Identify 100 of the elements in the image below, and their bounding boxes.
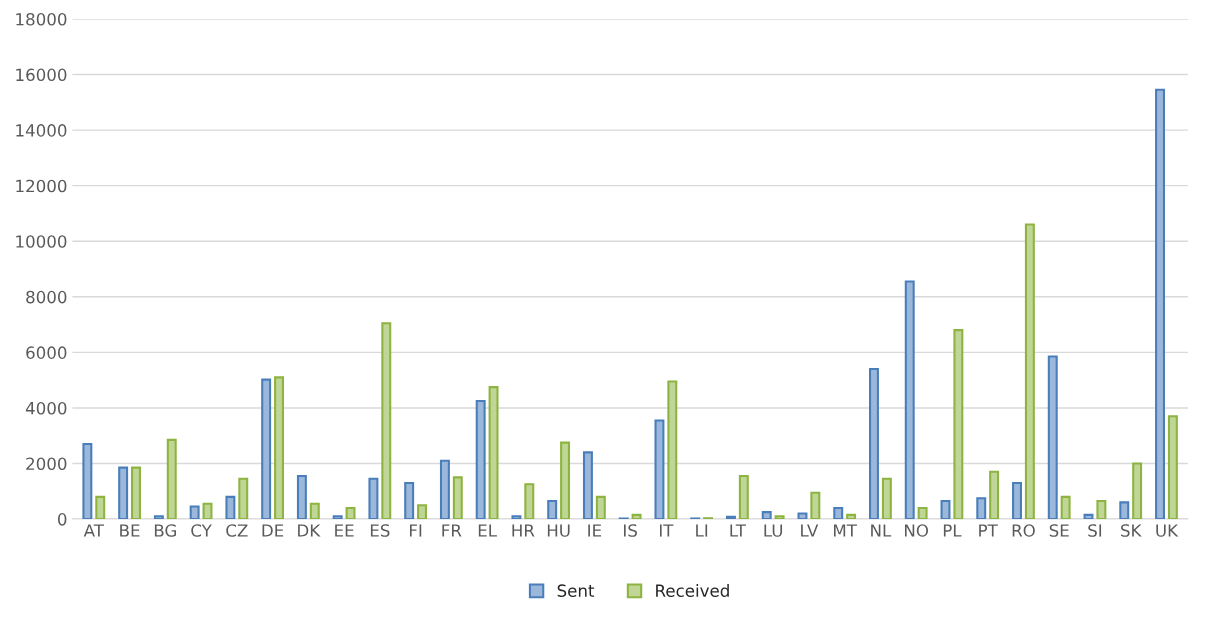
y-tick-label: 6000 — [26, 346, 67, 359]
y-tick-label: 4000 — [25, 401, 67, 415]
bar — [225, 495, 236, 520]
bar — [417, 504, 428, 520]
x-tick-label: BG — [154, 524, 176, 537]
bar — [1047, 355, 1058, 520]
bar — [761, 511, 772, 520]
bar — [1132, 462, 1143, 520]
bar — [1119, 501, 1130, 520]
x-tick-label: FR — [442, 524, 462, 537]
x-tick-label: SI — [1088, 524, 1102, 537]
bar — [131, 466, 141, 520]
y-tick-label: 8000 — [26, 290, 67, 304]
bar — [238, 477, 249, 520]
bar — [1060, 495, 1071, 520]
bar — [452, 476, 463, 520]
bar — [631, 513, 642, 520]
legend-label: Sent — [557, 584, 595, 597]
bar — [940, 499, 951, 520]
bar — [1083, 513, 1094, 520]
bar — [547, 499, 558, 520]
bar — [595, 495, 606, 520]
bar — [582, 451, 593, 520]
bar — [381, 322, 392, 520]
bar — [738, 474, 749, 520]
x-tick-label: IE — [588, 524, 602, 537]
y-tick-label: 2000 — [26, 457, 67, 471]
bar — [725, 515, 736, 520]
y-tick-label: 0 — [57, 513, 67, 526]
x-tick-label: NL — [871, 524, 892, 537]
y-tick-label: 14000 — [16, 124, 67, 137]
bar — [797, 512, 808, 520]
bar — [667, 380, 678, 520]
bar — [654, 419, 665, 520]
x-tick-label: LU — [764, 524, 783, 537]
bar — [511, 515, 522, 520]
bar — [332, 515, 343, 520]
x-tick-label: PL — [943, 524, 962, 537]
bar — [475, 399, 486, 520]
bar — [881, 477, 892, 520]
bar — [989, 470, 1000, 520]
y-tick-label: 12000 — [16, 179, 67, 193]
y-tick-label: 18000 — [16, 12, 67, 26]
x-tick-label: IT — [659, 524, 674, 537]
x-tick-label: FI — [409, 524, 422, 537]
x-tick-label: LT — [730, 524, 747, 537]
x-tick-label: SE — [1049, 524, 1069, 537]
bar — [296, 474, 307, 520]
bar — [82, 443, 93, 520]
x-tick-label: PT — [979, 524, 998, 537]
x-tick-label: HU — [547, 524, 570, 537]
bar — [189, 505, 200, 520]
x-tick-label: DK — [298, 524, 321, 537]
bar — [810, 491, 821, 520]
x-tick-label: DE — [262, 524, 284, 537]
x-tick-label: AT — [83, 524, 105, 537]
x-tick-label: BE — [120, 524, 140, 537]
bar — [869, 368, 879, 520]
x-tick-label: EL — [478, 524, 497, 537]
x-tick-label: UK — [1156, 524, 1179, 537]
bar — [368, 477, 379, 520]
x-tick-label: HR — [512, 524, 535, 537]
bar — [166, 438, 177, 520]
x-tick-label: RO — [1012, 524, 1035, 537]
x-tick-label: CZ — [226, 524, 248, 537]
x-tick-label: LV — [801, 524, 819, 537]
bar — [976, 497, 987, 520]
y-tick-label: 10000 — [16, 235, 67, 248]
legend-label: Received — [656, 584, 729, 597]
bar — [774, 515, 785, 520]
bar — [488, 386, 499, 520]
x-tick-label: ES — [370, 524, 390, 537]
bar — [953, 329, 964, 520]
bar — [904, 280, 915, 520]
bar — [153, 515, 164, 520]
x-tick-label: EE — [335, 524, 354, 537]
bar — [202, 502, 213, 520]
x-tick-label: NO — [905, 524, 929, 537]
bar — [1012, 481, 1022, 520]
bar — [345, 506, 356, 520]
x-tick-label: MT — [834, 524, 857, 537]
bar — [404, 481, 415, 520]
bar — [95, 495, 106, 520]
bar — [917, 506, 928, 520]
x-tick-label: CY — [191, 524, 212, 537]
x-tick-label: SK — [1121, 524, 1142, 537]
bar — [439, 459, 450, 520]
x-tick-label: IS — [624, 524, 637, 537]
bar — [524, 483, 535, 520]
bar — [274, 376, 284, 520]
bar — [1167, 415, 1178, 520]
bar — [846, 513, 857, 520]
bar — [1096, 499, 1107, 520]
bar — [1024, 223, 1035, 520]
bar — [118, 466, 129, 520]
bar — [560, 441, 571, 520]
bar — [833, 506, 844, 520]
bar — [309, 502, 320, 520]
bar — [261, 378, 272, 520]
x-tick-label: LI — [696, 524, 708, 537]
